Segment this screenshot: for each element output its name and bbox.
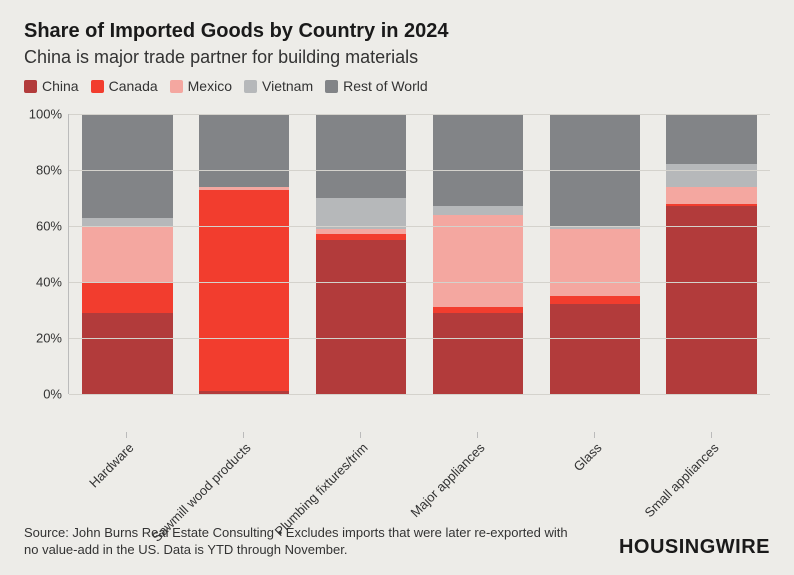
y-tick-label: 40%: [36, 275, 62, 290]
x-label-cell: Plumbing fixtures/trim: [311, 432, 409, 520]
bar-stack: [666, 114, 756, 394]
grid-line: [69, 170, 770, 171]
bar-stack: [199, 114, 289, 394]
bar-segment-china: [666, 206, 756, 394]
bar-segment-china: [316, 240, 406, 394]
y-tick-label: 20%: [36, 331, 62, 346]
x-axis-label: Small appliances: [642, 440, 722, 520]
bar-segment-row: [82, 114, 172, 218]
legend-item-row: Rest of World: [325, 78, 428, 94]
x-tick-mark: [594, 432, 595, 438]
bar-group: [312, 114, 410, 394]
x-tick-mark: [360, 432, 361, 438]
bar-segment-canada: [199, 190, 289, 392]
x-label-cell: Glass: [545, 432, 643, 520]
y-tick-label: 0%: [43, 387, 62, 402]
x-tick-mark: [477, 432, 478, 438]
x-tick-mark: [243, 432, 244, 438]
x-axis-label: Hardware: [87, 440, 137, 490]
chart-container: Share of Imported Goods by Country in 20…: [0, 0, 794, 575]
legend-item-china: China: [24, 78, 79, 94]
bar-group: [662, 114, 760, 394]
bar-segment-vietnam: [316, 198, 406, 229]
y-tick-label: 80%: [36, 163, 62, 178]
grid-line: [69, 338, 770, 339]
bar-stack: [316, 114, 406, 394]
source-note: Source: John Burns Real Estate Consultin…: [24, 524, 584, 559]
legend-label: Canada: [109, 78, 158, 94]
legend-label: Rest of World: [343, 78, 428, 94]
bar-segment-row: [199, 114, 289, 187]
bar-segment-row: [666, 114, 756, 164]
bar-segment-mexico: [433, 215, 523, 307]
bar-segment-vietnam: [433, 206, 523, 214]
bar-segment-mexico: [82, 226, 172, 282]
grid-line: [69, 114, 770, 115]
bar-stack: [433, 114, 523, 394]
legend-swatch: [91, 80, 104, 93]
bar-segment-row: [433, 114, 523, 206]
x-axis-label: Major appliances: [408, 440, 488, 520]
legend-swatch: [170, 80, 183, 93]
x-axis-labels: Hardware Sawmill wood productsPlumbing fi…: [68, 432, 770, 520]
y-axis: 0%20%40%60%80%100%: [24, 114, 68, 394]
bar-group: [78, 114, 176, 394]
bar-segment-china: [550, 304, 640, 394]
bar-segment-vietnam: [666, 164, 756, 186]
x-label-cell: Small appliances: [662, 432, 760, 520]
bar-group: [195, 114, 293, 394]
bar-group: [429, 114, 527, 394]
chart-subtitle: China is major trade partner for buildin…: [24, 47, 770, 68]
bar-segment-canada: [550, 296, 640, 304]
bar-segment-canada: [82, 282, 172, 313]
bar-group: [546, 114, 644, 394]
footer: Source: John Burns Real Estate Consultin…: [24, 524, 770, 559]
legend-label: Vietnam: [262, 78, 313, 94]
bars-region: [68, 114, 770, 394]
legend-swatch: [24, 80, 37, 93]
bar-segment-vietnam: [82, 218, 172, 226]
bar-stack: [550, 114, 640, 394]
grid-line: [69, 282, 770, 283]
legend-item-mexico: Mexico: [170, 78, 232, 94]
x-label-cell: Sawmill wood products: [194, 432, 292, 520]
bar-segment-mexico: [550, 229, 640, 296]
brand-logo: HOUSINGWIRE: [619, 536, 770, 559]
chart-title: Share of Imported Goods by Country in 20…: [24, 20, 770, 43]
legend-label: Mexico: [188, 78, 232, 94]
y-tick-label: 100%: [29, 107, 62, 122]
bar-segment-china: [433, 313, 523, 394]
legend-swatch: [325, 80, 338, 93]
legend: China Canada Mexico Vietnam Rest of World: [24, 78, 770, 94]
plot-area: 0%20%40%60%80%100%: [24, 114, 770, 432]
x-axis-label: Glass: [571, 440, 605, 474]
x-tick-mark: [126, 432, 127, 438]
x-label-cell: Hardware: [77, 432, 175, 520]
grid-line: [69, 394, 770, 395]
bar-stack: [82, 114, 172, 394]
legend-item-vietnam: Vietnam: [244, 78, 313, 94]
legend-label: China: [42, 78, 79, 94]
bar-segment-china: [82, 313, 172, 394]
bar-segment-row: [316, 114, 406, 198]
x-tick-mark: [711, 432, 712, 438]
grid-line: [69, 226, 770, 227]
legend-item-canada: Canada: [91, 78, 158, 94]
x-label-cell: Major appliances: [428, 432, 526, 520]
legend-swatch: [244, 80, 257, 93]
y-tick-label: 60%: [36, 219, 62, 234]
bar-segment-mexico: [666, 187, 756, 204]
